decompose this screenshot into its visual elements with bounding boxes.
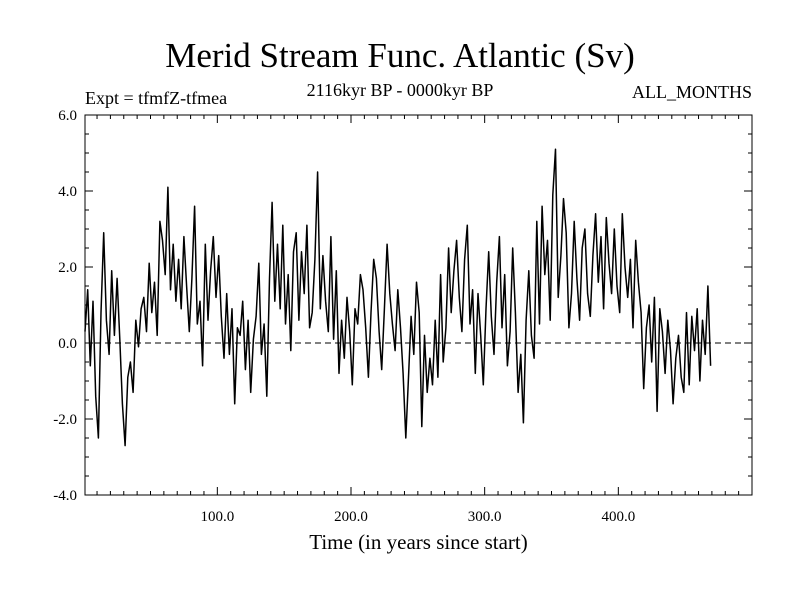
- months-label: ALL_MONTHS: [632, 82, 752, 102]
- y-tick-label: 2.0: [58, 260, 77, 276]
- x-tick-label: 300.0: [468, 509, 502, 525]
- experiment-label: Expt = tfmfZ-tfmea: [85, 88, 228, 108]
- y-tick-label: 4.0: [58, 184, 77, 200]
- y-tick-label: 0.0: [58, 336, 77, 352]
- x-tick-label: 100.0: [200, 509, 234, 525]
- x-tick-label: 200.0: [334, 509, 368, 525]
- chart-title: Merid Stream Func. Atlantic (Sv): [165, 36, 635, 75]
- y-tick-label: 6.0: [58, 108, 77, 124]
- series-line: [84, 148, 712, 447]
- y-tick-label: -4.0: [53, 488, 77, 504]
- chart-subtitle: 2116kyr BP - 0000kyr BP: [306, 80, 494, 100]
- y-tick-label: -2.0: [53, 412, 77, 428]
- x-axis-label: Time (in years since start): [309, 530, 528, 554]
- x-tick-label: 400.0: [601, 509, 635, 525]
